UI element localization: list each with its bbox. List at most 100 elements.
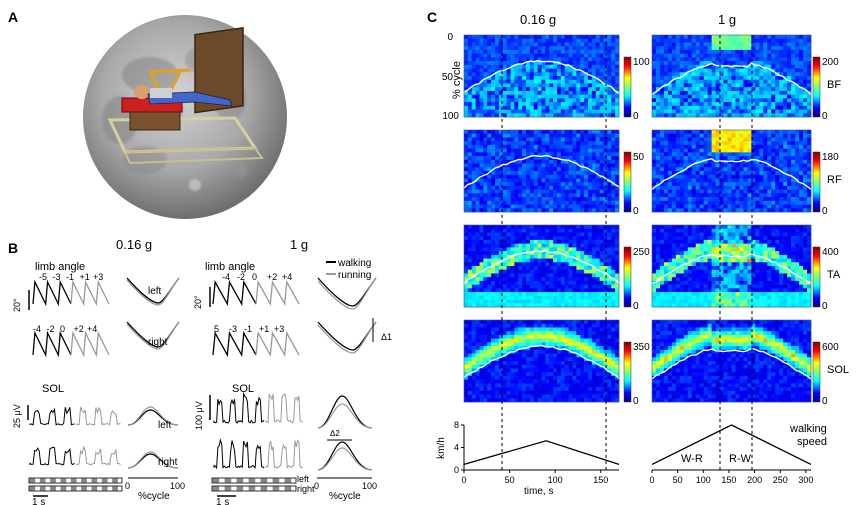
heatmap-cell	[743, 87, 748, 92]
heatmap-cell	[479, 266, 484, 271]
heatmap-cell	[595, 35, 600, 40]
heatmap-cell	[799, 68, 804, 73]
heatmap-cell	[715, 102, 720, 107]
heatmap-cell	[471, 130, 476, 135]
heatmap-cell	[731, 130, 736, 135]
heatmap-cell	[611, 254, 616, 259]
heatmap-cell	[549, 94, 554, 99]
heatmap-cell	[495, 228, 500, 233]
heatmap-cell	[564, 98, 569, 103]
heatmap-cell	[553, 98, 558, 103]
heatmap-cell	[667, 46, 673, 51]
heatmap-cell	[533, 204, 538, 209]
heatmap-cell	[591, 133, 597, 138]
heatmap-cell	[522, 57, 527, 62]
heatmap-cell	[487, 167, 492, 172]
heatmap-cell	[495, 299, 500, 304]
heatmap-cell	[591, 87, 597, 92]
heatmap-cell	[506, 239, 511, 244]
heatmap-cell	[510, 98, 515, 103]
heatmap-cell	[549, 72, 554, 77]
heatmap-cell	[568, 197, 573, 202]
heatmap-cell	[783, 200, 788, 205]
heatmap-cell	[537, 94, 542, 99]
heatmap-cell	[483, 185, 488, 190]
heatmap-cell	[707, 171, 712, 176]
heatmap-cell	[747, 130, 752, 135]
legend-running: running	[338, 270, 371, 281]
heatmap-cell	[599, 243, 604, 248]
heatmap-cell	[607, 90, 612, 95]
heatmap-cell	[584, 49, 589, 54]
heatmap-cell	[560, 247, 566, 252]
heatmap-cell	[655, 53, 661, 58]
heatmap-cell	[735, 53, 740, 58]
heatmap-cell	[655, 277, 661, 282]
heatmap-cell	[491, 171, 496, 176]
heatmap-cell	[595, 266, 600, 271]
heatmap-cell	[564, 269, 569, 274]
heatmap-cell	[510, 72, 515, 77]
heatmap-cell	[711, 269, 716, 274]
heatmap-cell	[607, 303, 612, 308]
heatmap-cell	[675, 262, 681, 267]
heatmap-cell	[731, 171, 736, 176]
heatmap-cell	[735, 197, 740, 202]
heatmap-cell	[675, 247, 681, 252]
heatmap-cell	[464, 98, 469, 103]
heatmap-cell	[510, 144, 515, 149]
heatmap-cell	[464, 159, 469, 164]
heatmap-cell	[743, 193, 748, 198]
heatmap-cell	[491, 284, 496, 289]
heatmap-cell	[763, 156, 768, 161]
heatmap-cell	[652, 144, 657, 149]
heatmap-cell	[576, 98, 581, 103]
heatmap-cell	[537, 64, 542, 69]
heatmap-cell	[572, 197, 577, 202]
heatmap-cell	[580, 284, 585, 289]
heatmap-cell	[541, 204, 546, 209]
heatmap-cell	[751, 57, 756, 62]
heatmap-cell	[675, 273, 681, 278]
heatmap-cell	[711, 193, 716, 198]
heatmap-cell	[771, 133, 776, 138]
stride-label-1g-left-4: +4	[282, 272, 292, 282]
heatmap-cell	[751, 163, 756, 168]
heatmap-cell	[691, 288, 697, 293]
heatmap-cell	[518, 87, 523, 92]
heatmap-cell	[464, 68, 469, 73]
heatmap-cell	[691, 49, 697, 54]
heatmap-cell	[775, 208, 780, 213]
heatmap-cell	[759, 130, 764, 135]
heatmap-cell	[795, 102, 800, 107]
heatmap-cell	[787, 185, 792, 190]
heatmap-cell	[568, 171, 573, 176]
heatmap-cell	[584, 239, 589, 244]
heatmap-cell	[514, 273, 519, 278]
heatmap-cell	[727, 98, 732, 103]
heatmap-cell	[715, 269, 720, 274]
heatmap-cell	[464, 148, 469, 153]
heatmap-cell	[514, 254, 519, 259]
heatmap-cell	[568, 284, 573, 289]
heatmap-cell	[588, 236, 593, 241]
heatmap-cell	[763, 68, 768, 73]
heatmap-cell	[691, 102, 697, 107]
heatmap-cell	[675, 299, 681, 304]
heatmap-cell	[775, 156, 780, 161]
heatmap-cell	[667, 239, 673, 244]
heatmap-cell	[791, 90, 796, 95]
heatmap-cell	[498, 87, 504, 92]
heatmap-cell	[683, 280, 689, 285]
heatmap-cell	[659, 204, 665, 209]
heatmap-cell	[743, 174, 748, 179]
heatmap-cell	[514, 133, 519, 138]
heatmap-cell	[506, 182, 511, 187]
heatmap-cell	[487, 152, 492, 157]
heatmap-cell	[498, 232, 504, 237]
heatmap-cell	[695, 133, 701, 138]
heatmap-cell	[572, 159, 577, 164]
heatmap-cell	[572, 57, 577, 62]
heatmap-cell	[464, 277, 469, 282]
heatmap-cell	[695, 280, 701, 285]
